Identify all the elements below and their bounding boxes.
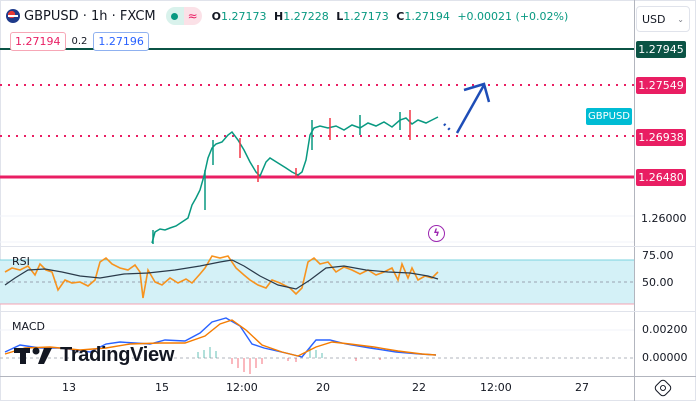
rsi-tick-50: 50.00 [642,276,674,289]
buy-button[interactable]: 1.27196 [93,32,149,51]
symbol-price-label: GBPUSD [586,108,632,125]
macd-title: MACD [12,320,45,333]
rsi-pane-divider[interactable] [0,246,696,247]
time-axis-divider [0,376,696,377]
open-label: O [211,9,222,23]
macd-pane-divider[interactable] [0,311,696,312]
lightning-event-icon[interactable]: ϟ [428,225,445,242]
tradingview-logo[interactable]: TradingView [14,344,174,367]
projection-arrow [443,82,491,134]
time-tick: 15 [155,381,169,394]
time-tick: 27 [575,381,589,394]
rsi-ma-line [4,259,439,290]
spread-value: 0.2 [71,36,88,47]
high-value: 1.27228 [283,9,329,23]
price-axis-divider [634,0,635,401]
change-value: +0.00021 (+0.02%) [457,9,569,23]
rsi-tick-75: 75.00 [642,249,674,262]
sell-button[interactable]: 1.27194 [10,32,66,51]
support-price-tag: 1.26480 [636,169,686,186]
time-tick: 22 [412,381,426,394]
rsi-band [0,260,634,304]
high-label: H [274,9,284,23]
time-tick: 13 [62,381,76,394]
open-value: 1.27173 [221,9,267,23]
time-tick: 20 [316,381,330,394]
price-tick: 1.26000 [641,212,687,225]
ohlc-values: O1.27173 H1.27228 L1.27173 C1.27194 +0.0… [212,10,573,23]
delayed-data-icon: ≈ [183,7,202,25]
close-label: C [396,9,405,23]
low-label: L [336,9,344,23]
low-value: 1.27173 [343,9,389,23]
close-value: 1.27194 [404,9,450,23]
green-dot-icon [171,12,179,20]
time-tick: 12:00 [226,381,258,394]
target-price-tag: 1.27549 [636,77,686,94]
currency-selector[interactable]: USD ⌄ [636,6,690,32]
gbp-usd-flag-icon [6,9,20,23]
time-tick: 12:00 [480,381,512,394]
symbol-title[interactable]: GBPUSD · 1h · FXCM [24,8,156,24]
signal-line [4,319,437,357]
chevron-down-icon: ⌄ [677,14,684,24]
candles [151,110,439,244]
macd-tick-0002: 0.00200 [642,323,688,336]
quote-row: 1.27194 0.2 1.27196 [10,32,149,51]
macd-histogram [197,347,381,374]
macd-tick-0: 0.00000 [642,351,688,364]
tradingview-logo-text: TradingView [60,344,175,366]
tradingview-mark-icon [14,346,56,366]
currency-value: USD [642,12,666,26]
rsi-line [4,255,439,299]
resistance-price-tag: 1.27945 [636,41,686,58]
market-open-indicator [165,7,184,25]
market-status-pill[interactable]: ≈ [165,7,202,25]
rsi-title: RSI [12,255,30,268]
symbol-header: GBPUSD · 1h · FXCM ≈ O1.27173 H1.27228 L… [6,6,572,26]
pivot-price-tag: 1.26938 [636,129,686,146]
